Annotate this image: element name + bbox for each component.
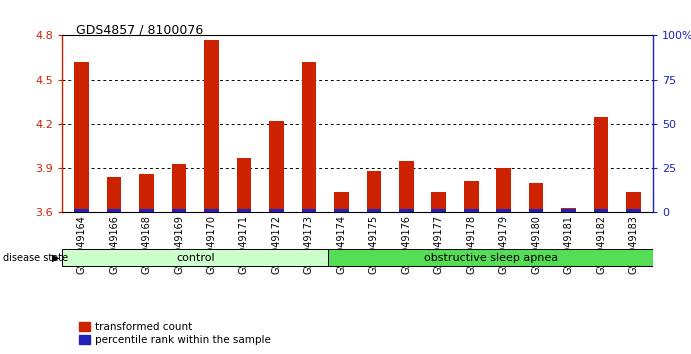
Bar (107, 177, 122, 212)
Bar (334, 192, 349, 212)
Bar (561, 209, 576, 212)
Bar (205, 209, 219, 212)
Bar (594, 116, 608, 212)
Bar (594, 209, 608, 212)
Bar (205, 40, 219, 212)
Bar (399, 209, 414, 212)
Bar (140, 209, 154, 212)
Text: disease state: disease state (3, 253, 68, 263)
Bar (366, 209, 381, 212)
Text: GDS4857 / 8100076: GDS4857 / 8100076 (76, 23, 203, 36)
Bar (431, 192, 446, 212)
Legend: transformed count, percentile rank within the sample: transformed count, percentile rank withi… (79, 322, 271, 345)
Bar (496, 168, 511, 212)
Bar (301, 62, 316, 212)
Bar (172, 209, 187, 212)
Bar (366, 171, 381, 212)
Bar (431, 209, 446, 212)
Bar (334, 209, 349, 212)
Bar (75, 62, 89, 212)
Bar (626, 192, 641, 212)
Bar (301, 209, 316, 212)
Bar (529, 183, 543, 212)
Bar (62, 249, 328, 266)
Bar (172, 164, 187, 212)
Text: ▶: ▶ (52, 253, 59, 263)
Bar (529, 209, 543, 212)
Bar (75, 209, 89, 212)
Bar (269, 121, 284, 212)
Bar (237, 158, 252, 212)
Bar (626, 209, 641, 212)
Text: control: control (176, 252, 215, 263)
Bar (464, 181, 478, 212)
Bar (140, 174, 154, 212)
Bar (464, 209, 478, 212)
Bar (237, 209, 252, 212)
Bar (269, 209, 284, 212)
Bar (328, 249, 653, 266)
Bar (399, 161, 414, 212)
Bar (107, 209, 122, 212)
Bar (496, 209, 511, 212)
Text: obstructive sleep apnea: obstructive sleep apnea (424, 252, 558, 263)
Bar (561, 208, 576, 212)
